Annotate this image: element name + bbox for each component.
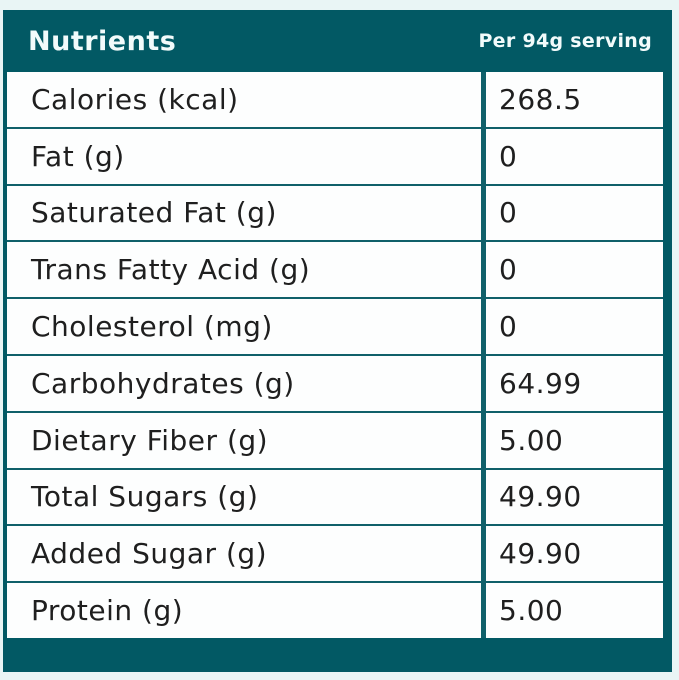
column-divider bbox=[481, 355, 486, 411]
table-header: Nutrients Per 94g serving bbox=[3, 10, 672, 72]
table-row: Dietary Fiber (g) 5.00 bbox=[7, 412, 663, 470]
nutrient-value-cell: 0 bbox=[499, 196, 518, 230]
column-divider bbox=[481, 299, 486, 354]
nutrient-name-cell: Dietary Fiber (g) bbox=[31, 423, 269, 457]
nutrient-value-cell: 0 bbox=[499, 253, 518, 287]
table-row: Trans Fatty Acid (g) 0 bbox=[7, 242, 663, 300]
column-divider bbox=[481, 469, 486, 525]
nutrient-value-cell: 64.99 bbox=[499, 366, 582, 400]
nutrient-name-cell: Calories (kcal) bbox=[31, 82, 239, 116]
column-divider bbox=[481, 412, 486, 468]
nutrient-value-cell: 268.5 bbox=[499, 82, 582, 116]
nutrient-name-cell: Protein (g) bbox=[31, 594, 184, 628]
table-row: Calories (kcal) 268.5 bbox=[7, 72, 663, 129]
nutrient-name-cell: Trans Fatty Acid (g) bbox=[31, 253, 311, 287]
nutrient-value-cell: 0 bbox=[499, 310, 518, 344]
table-row: Protein (g) 5.00 bbox=[7, 583, 663, 638]
nutrient-value-cell: 49.90 bbox=[499, 480, 582, 514]
table-row: Saturated Fat (g) 0 bbox=[7, 185, 663, 243]
serving-size-label: Per 94g serving bbox=[478, 30, 652, 52]
table-title: Nutrients bbox=[28, 25, 177, 57]
nutrient-value-cell: 49.90 bbox=[499, 537, 582, 571]
column-divider bbox=[481, 185, 486, 241]
table-body: Calories (kcal) 268.5 Fat (g) 0 Saturate… bbox=[7, 72, 663, 638]
column-divider bbox=[481, 72, 486, 127]
nutrient-name-cell: Saturated Fat (g) bbox=[31, 196, 277, 230]
table-row: Carbohydrates (g) 64.99 bbox=[7, 355, 663, 413]
nutrient-name-cell: Cholesterol (mg) bbox=[31, 310, 273, 344]
nutrient-value-cell: 5.00 bbox=[499, 594, 564, 628]
table-row: Added Sugar (g) 49.90 bbox=[7, 526, 663, 584]
column-divider bbox=[481, 128, 486, 184]
nutrient-value-cell: 0 bbox=[499, 139, 518, 173]
nutrient-name-cell: Total Sugars (g) bbox=[31, 480, 259, 514]
table-row: Total Sugars (g) 49.90 bbox=[7, 469, 663, 527]
nutrient-name-cell: Fat (g) bbox=[31, 139, 125, 173]
nutrition-facts-table: Nutrients Per 94g serving Calories (kcal… bbox=[3, 10, 672, 672]
column-divider bbox=[481, 242, 486, 298]
nutrient-value-cell: 5.00 bbox=[499, 423, 564, 457]
table-row: Fat (g) 0 bbox=[7, 128, 663, 186]
nutrient-name-cell: Added Sugar (g) bbox=[31, 537, 268, 571]
nutrient-name-cell: Carbohydrates (g) bbox=[31, 366, 295, 400]
column-divider bbox=[481, 526, 486, 582]
table-row: Cholesterol (mg) 0 bbox=[7, 299, 663, 356]
column-divider bbox=[481, 583, 486, 638]
